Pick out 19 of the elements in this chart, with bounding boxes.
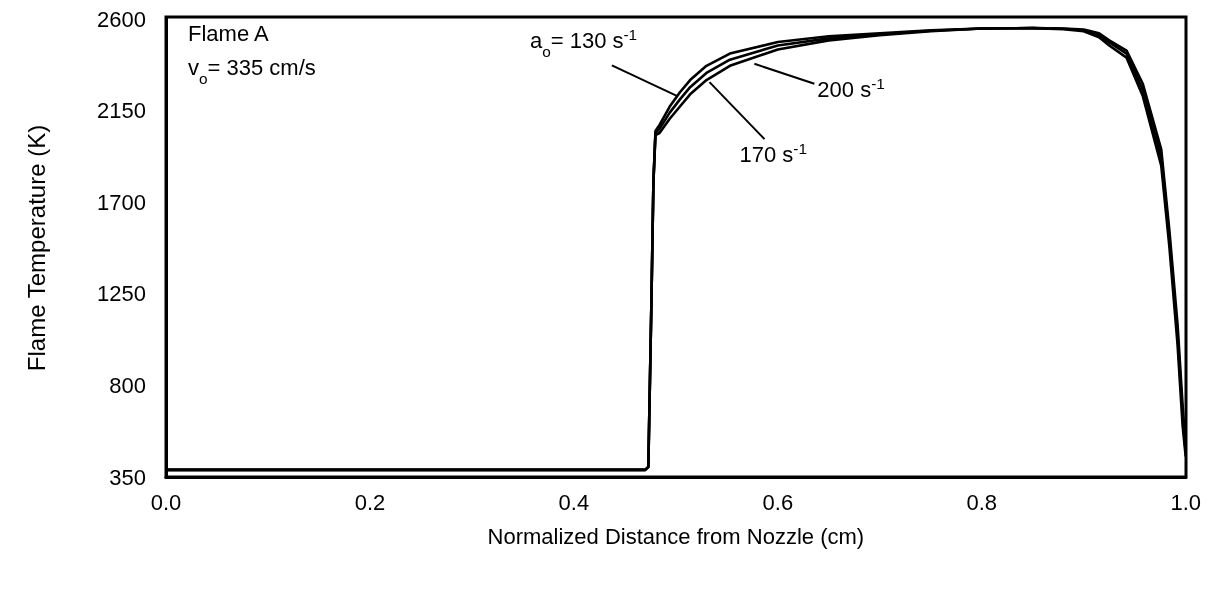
x-tick-label: 0.0 <box>150 489 182 515</box>
annotation: v$_{o}$= 335 cm/s <box>188 55 316 87</box>
annotation: 200 s$^{-1}$ <box>817 74 885 102</box>
x-tick-label: 0.2 <box>354 489 386 515</box>
y-tick-label: 1250 <box>97 281 146 307</box>
y-tick-label: 350 <box>109 464 146 490</box>
y-tick-label: 1700 <box>97 189 146 215</box>
y-axis-title: Flame Temperature (K) <box>22 124 50 372</box>
x-tick-label: 0.4 <box>558 489 590 515</box>
x-axis-title: Normalized Distance from Nozzle (cm) <box>487 523 865 549</box>
annotation: Flame A <box>188 21 270 46</box>
y-tick-label: 2600 <box>97 6 146 32</box>
annotation: a$_{o}$= 130 s$^{-1}$ <box>529 25 638 60</box>
x-tick-label: 1.0 <box>1170 489 1202 515</box>
x-tick-label: 0.8 <box>966 489 998 515</box>
y-tick-label: 800 <box>109 372 146 398</box>
y-tick-label: 2150 <box>97 98 146 124</box>
x-tick-label: 0.6 <box>762 489 794 515</box>
annotation: 170 s$^{-1}$ <box>739 139 808 168</box>
